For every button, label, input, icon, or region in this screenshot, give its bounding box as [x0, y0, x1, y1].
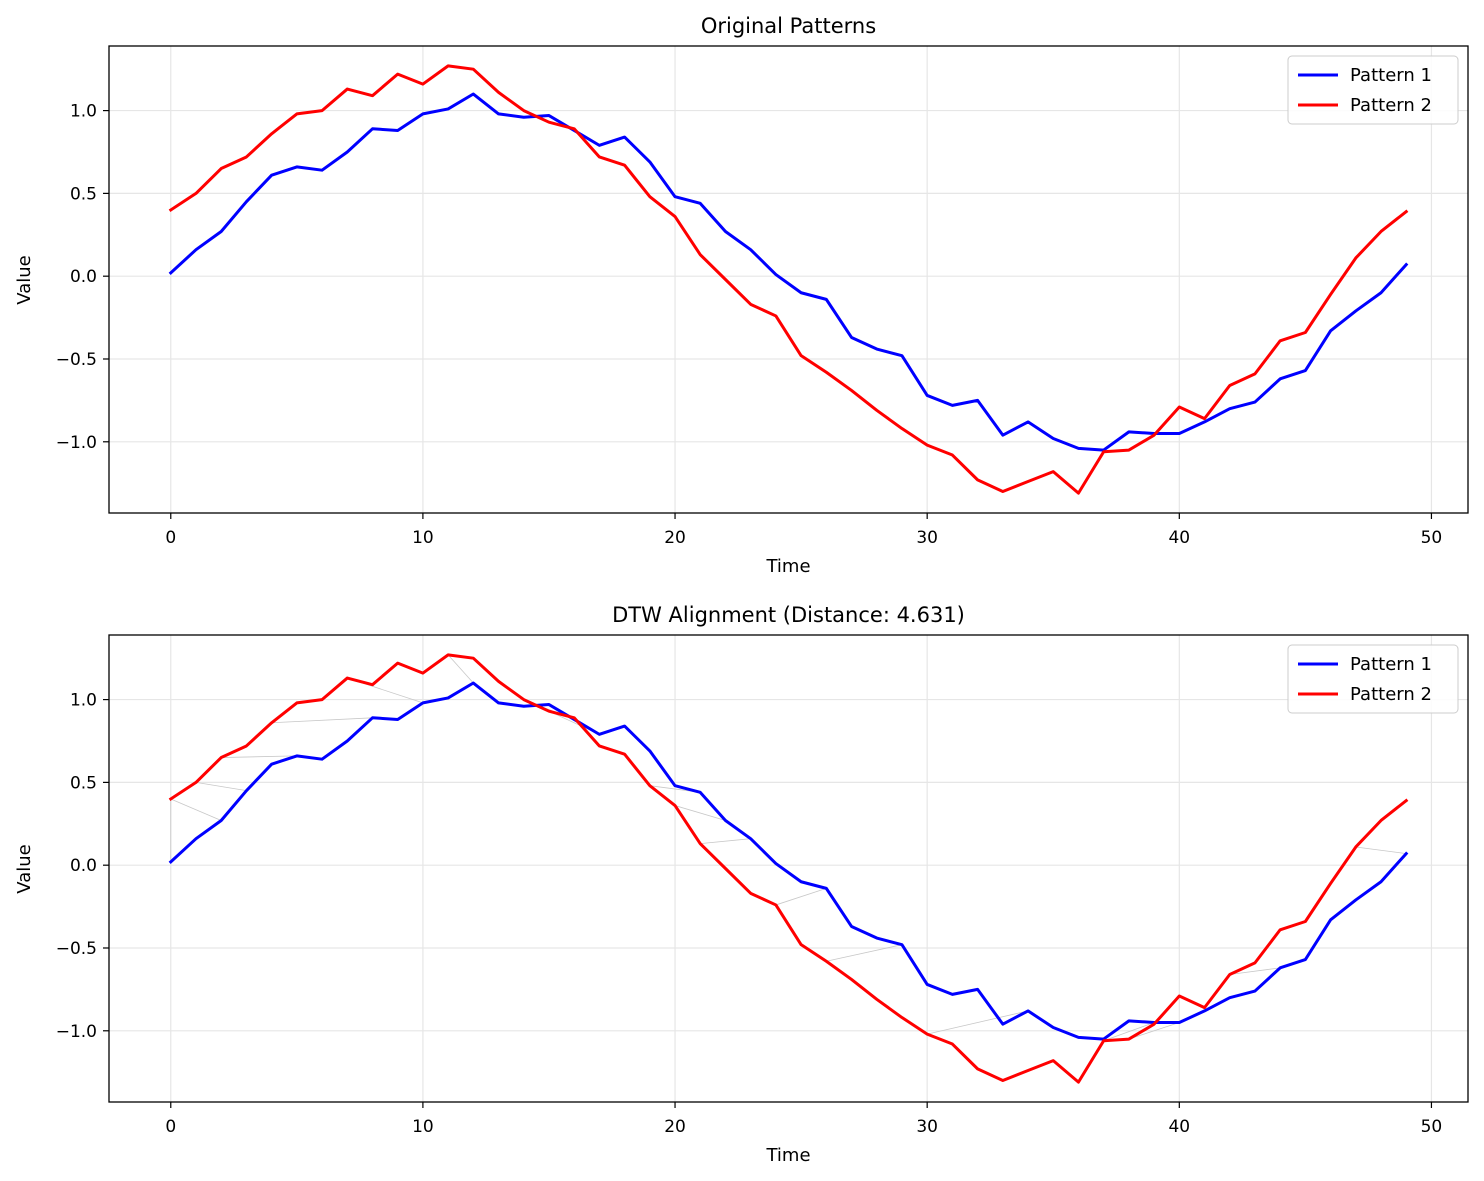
alignment-link: [170, 798, 222, 821]
x-tick-label: 20: [664, 528, 686, 548]
alignment-link: [927, 1010, 1029, 1035]
plot-frame: [108, 634, 1469, 1103]
y-axis-label: Value: [14, 844, 35, 893]
x-axis-ticks: 0 10 20 30 40 50: [165, 513, 1442, 548]
legend-label: Pattern 1: [1350, 654, 1432, 675]
x-axis-label: Time: [765, 556, 810, 577]
x-tick-label: 30: [916, 528, 938, 548]
alignment-link: [674, 805, 726, 821]
series-lines: [168, 653, 1409, 1084]
chart-title: DTW Alignment (Distance: 4.631): [612, 603, 965, 627]
series-line-pattern-1: [168, 681, 1409, 1041]
y-axis-ticks: −1.0 −0.5 0.0 0.5 1.0: [56, 691, 109, 1042]
x-tick-label: 30: [916, 1117, 938, 1137]
alignment-link: [826, 944, 903, 962]
alignment-link: [221, 755, 297, 758]
grid: [109, 46, 1468, 513]
y-tick-label: −1.0: [56, 433, 97, 453]
alignment-link: [1355, 846, 1407, 854]
alignment-link: [195, 781, 247, 792]
x-tick-label: 20: [664, 1117, 686, 1137]
y-tick-label: 1.0: [70, 691, 97, 711]
chart-original-patterns: Original Patterns 0 10 20 30 40 50 −1.0 −0.5 0.…: [14, 14, 1469, 577]
x-tick-label: 40: [1168, 528, 1190, 548]
y-tick-label: 0.0: [70, 267, 97, 287]
series-line-pattern-2: [168, 64, 1409, 495]
y-tick-label: 0.5: [70, 773, 97, 793]
y-tick-label: −0.5: [56, 350, 97, 370]
series-line-pattern-1: [168, 92, 1409, 452]
x-tick-label: 0: [165, 1117, 176, 1137]
legend-label: Pattern 2: [1350, 684, 1432, 705]
grid: [109, 635, 1468, 1102]
y-axis-ticks: −1.0 −0.5 0.0 0.5 1.0: [56, 102, 109, 453]
plot-frame: [108, 45, 1469, 514]
x-tick-label: 10: [412, 528, 434, 548]
alignment-link: [775, 887, 827, 906]
chart-dtw-alignment: DTW Alignment (Distance: 4.631) 0 10 20 30 4…: [14, 603, 1469, 1166]
y-tick-label: −1.0: [56, 1022, 97, 1042]
x-tick-label: 50: [1421, 528, 1443, 548]
alignment-link: [1229, 967, 1281, 975]
series-line-pattern-2: [168, 653, 1409, 1084]
x-tick-label: 0: [165, 528, 176, 548]
x-tick-label: 40: [1168, 1117, 1190, 1137]
y-axis-label: Value: [14, 255, 35, 304]
legend: Pattern 1 Pattern 2: [1287, 644, 1459, 714]
x-tick-label: 50: [1421, 1117, 1443, 1137]
alignment-link: [271, 717, 373, 724]
y-tick-label: −0.5: [56, 939, 97, 959]
alignment-link: [700, 838, 751, 845]
x-axis-label: Time: [765, 1145, 810, 1166]
legend-label: Pattern 1: [1350, 65, 1432, 86]
x-tick-label: 10: [412, 1117, 434, 1137]
alignment-link: [1103, 1022, 1155, 1042]
series-lines: [168, 64, 1409, 495]
legend: Pattern 1 Pattern 2: [1287, 55, 1459, 125]
legend-box: [1287, 55, 1459, 125]
legend-box: [1287, 644, 1459, 714]
y-tick-label: 0.5: [70, 184, 97, 204]
x-axis-ticks: 0 10 20 30 40 50: [165, 1102, 1442, 1137]
chart-title: Original Patterns: [701, 14, 876, 38]
alignment-link: [447, 654, 474, 684]
alignment-link: [1128, 1022, 1180, 1040]
y-tick-label: 1.0: [70, 102, 97, 122]
legend-label: Pattern 2: [1350, 95, 1432, 116]
y-tick-label: 0.0: [70, 856, 97, 876]
